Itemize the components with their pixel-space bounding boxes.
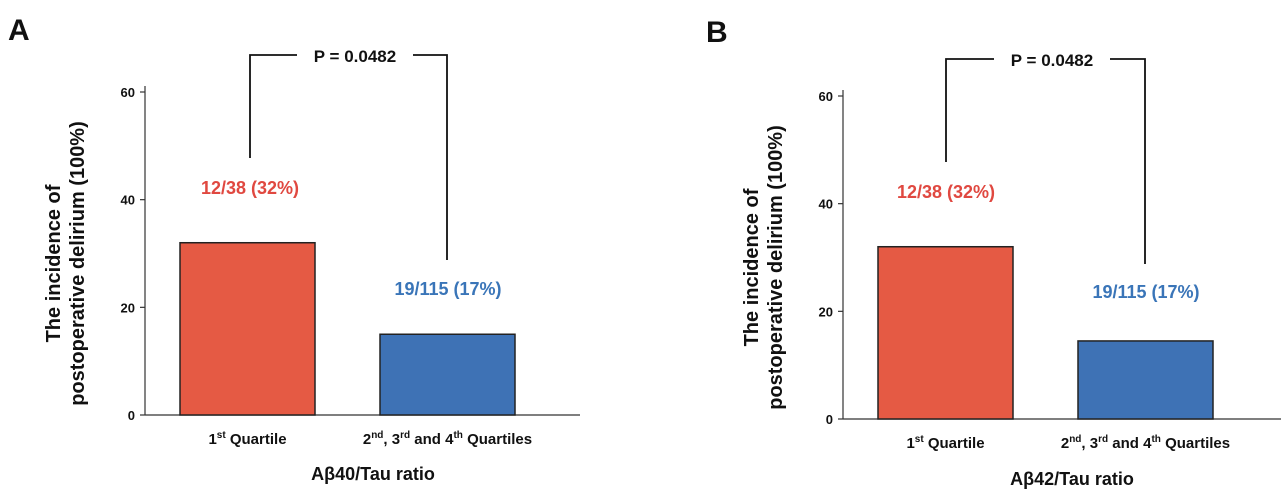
significance-bracket-right (413, 55, 447, 260)
y-tick-label: 0 (128, 408, 135, 423)
x-tick-label-superscript: nd (1069, 434, 1081, 445)
y-tick-label: 20 (121, 300, 135, 315)
x-tick-label-superscript: th (453, 430, 462, 441)
data-label-2: 19/115 (17%) (394, 279, 501, 299)
x-tick-label-2: 2nd, 3rd and 4th Quartiles (1061, 434, 1230, 452)
x-tick-label-part: , 3 (1081, 435, 1098, 452)
y-axis-title-line1: The incidence of (43, 184, 65, 342)
panel-letter: B (706, 16, 728, 49)
bar-2 (380, 334, 515, 415)
p-value-label: P = 0.0482 (314, 47, 396, 66)
y-axis-title-line2: postoperative delirium (100%) (765, 125, 787, 410)
y-tick-label: 60 (121, 85, 135, 100)
y-tick-label: 0 (826, 412, 833, 427)
x-tick-label-part: and 4 (1108, 435, 1152, 452)
bar-1 (180, 243, 315, 415)
y-tick-label: 20 (819, 304, 833, 319)
x-tick-label-1: 1st Quartile (906, 434, 984, 452)
x-tick-label-2: 2nd, 3rd and 4th Quartiles (363, 430, 532, 448)
bar-2 (1078, 341, 1213, 419)
y-axis-title-line1: The incidence of (741, 188, 763, 346)
x-axis-title: Aβ40/Tau ratio (311, 464, 435, 484)
x-tick-label-superscript: nd (371, 430, 383, 441)
x-tick-label-part: 2 (1061, 435, 1069, 452)
x-tick-label-part: Quartile (924, 435, 985, 452)
y-tick-label: 60 (819, 89, 833, 104)
x-tick-label-part: and 4 (410, 431, 454, 448)
panel-letter: A (8, 14, 30, 47)
significance-bracket-left (250, 55, 297, 158)
x-tick-label-part: 1 (208, 431, 216, 448)
chart-panel-b: B The incidence of postoperative delirium … (706, 16, 1281, 489)
y-axis-title-line2: postoperative delirium (100%) (67, 121, 89, 406)
y-tick-label: 40 (819, 197, 833, 212)
y-axis-title: The incidence of postoperative delirium (… (43, 121, 89, 406)
y-axis-title: The incidence of postoperative delirium (… (741, 125, 787, 410)
significance-bracket-left (946, 59, 994, 162)
significance-bracket-right (1110, 59, 1145, 264)
x-tick-label-part: 2 (363, 431, 371, 448)
p-value-label: P = 0.0482 (1011, 51, 1093, 70)
x-tick-label-1: 1st Quartile (208, 430, 286, 448)
x-tick-label-superscript: rd (400, 430, 410, 441)
bar-1 (878, 247, 1013, 419)
y-tick-label: 40 (121, 193, 135, 208)
x-tick-label-part: Quartiles (1161, 435, 1230, 452)
data-label-1: 12/38 (32%) (897, 182, 995, 202)
x-tick-label-part: Quartiles (463, 431, 532, 448)
x-tick-label-superscript: th (1151, 434, 1160, 445)
data-label-1: 12/38 (32%) (201, 178, 299, 198)
x-tick-label-part: Quartile (226, 431, 287, 448)
chart-panel-a: A The incidence of postoperative delirium … (8, 14, 580, 484)
x-tick-label-part: 1 (906, 435, 914, 452)
x-axis-title: Aβ42/Tau ratio (1010, 469, 1134, 489)
x-tick-label-superscript: rd (1098, 434, 1108, 445)
data-label-2: 19/115 (17%) (1092, 282, 1199, 302)
x-tick-label-part: , 3 (383, 431, 400, 448)
